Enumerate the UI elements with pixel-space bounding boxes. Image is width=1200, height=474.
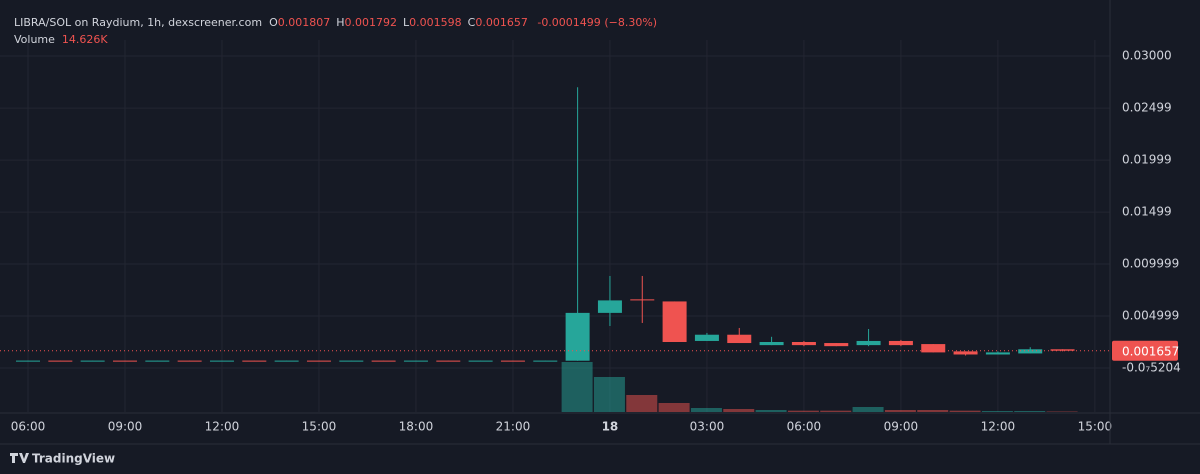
last-price-box	[1112, 340, 1178, 361]
x-tick-label: 18	[602, 420, 619, 434]
volume-bar	[1014, 411, 1046, 412]
x-tick-label: 03:00	[690, 420, 725, 434]
x-tick-label: 06:00	[11, 420, 46, 434]
ohlc-legend: O0.001807 H0.001792 L0.001598 C0.001657	[269, 16, 534, 29]
x-tick-label: 15:00	[1078, 420, 1113, 434]
y-tick-label: 0.02499	[1122, 101, 1172, 115]
candle-body	[824, 343, 849, 347]
volume-bar	[820, 410, 852, 412]
candle-body	[80, 360, 105, 362]
candle-body	[565, 312, 590, 361]
volume-bar	[852, 407, 884, 412]
candle-body	[533, 360, 558, 362]
volume-bar	[690, 408, 722, 412]
candle-body	[985, 352, 1010, 355]
candle-body	[306, 360, 331, 362]
volume-bar	[884, 410, 916, 412]
volume-bar	[949, 410, 981, 412]
volume-bar	[626, 395, 658, 412]
branding: TradingView	[32, 452, 115, 466]
candle-body	[888, 340, 913, 346]
candle-body	[694, 334, 719, 341]
volume-bar	[787, 410, 819, 412]
candle-body	[274, 360, 299, 362]
x-tick-label: 18:00	[399, 420, 434, 434]
candle-body	[371, 360, 396, 362]
candle-body	[953, 351, 978, 355]
y-tick-label: 0.03000	[1122, 49, 1172, 63]
candle-body	[921, 344, 946, 353]
y-tick-label: 0.009999	[1122, 257, 1179, 271]
ohlc-key: C	[467, 16, 476, 29]
candle-body	[242, 360, 267, 362]
volume-bar	[917, 410, 949, 412]
change: -0.0001499	[537, 16, 601, 29]
candle-body	[177, 360, 202, 362]
header: LIBRA/SOL on Raydium, 1h, dexscreener.co…	[14, 14, 657, 48]
candle-body	[209, 360, 234, 362]
candle-body	[791, 342, 816, 346]
x-tick-label: 15:00	[302, 420, 337, 434]
x-tick-label: 09:00	[108, 420, 143, 434]
volume-bar	[561, 362, 593, 412]
candle-body	[468, 360, 493, 362]
x-tick-label: 09:00	[884, 420, 919, 434]
ohlc-key: H	[336, 16, 345, 29]
ohlc-key: L	[403, 16, 410, 29]
candle-body	[436, 360, 461, 362]
volume-bar	[723, 409, 755, 412]
x-tick-label: 06:00	[787, 420, 822, 434]
candle-body	[145, 360, 170, 362]
tv-icon	[10, 453, 29, 463]
volume-bar	[755, 410, 787, 412]
candle-body	[630, 299, 655, 301]
candle-body	[48, 360, 73, 362]
x-tick-label: 12:00	[205, 420, 240, 434]
ohlc-value: 0.001657	[475, 16, 528, 29]
candle-body	[1018, 349, 1043, 354]
candle-body	[1050, 349, 1075, 351]
ohlc-value: 0.001598	[409, 16, 462, 29]
candle-body	[856, 340, 881, 346]
y-tick-label: 0.01499	[1122, 205, 1172, 219]
candle-body	[403, 360, 428, 362]
candle-body	[759, 342, 784, 346]
candle-body	[597, 300, 622, 313]
candle-body	[500, 360, 525, 362]
y-tick-label: 0.004999	[1122, 309, 1179, 323]
candle-body	[339, 360, 364, 362]
ohlc-key: O	[269, 16, 278, 29]
x-tick-label: 12:00	[981, 420, 1016, 434]
change-percent: (−8.30%)	[604, 16, 658, 29]
ohlc-value: 0.001792	[344, 16, 398, 29]
volume-bar	[981, 411, 1013, 412]
volume-label: Volume	[14, 33, 55, 46]
volume-bar	[658, 403, 690, 412]
chart-title: LIBRA/SOL on Raydium, 1h, dexscreener.co…	[14, 16, 263, 29]
volume-bar	[593, 377, 625, 412]
candle-body	[16, 360, 40, 362]
y-tick-label: -0.0₇5204	[1122, 361, 1181, 375]
title-row: LIBRA/SOL on Raydium, 1h, dexscreener.co…	[14, 14, 657, 31]
x-tick-label: 21:00	[496, 420, 531, 434]
volume-row: Volume 14.626K	[14, 31, 657, 48]
volume-value: 14.626K	[61, 33, 108, 46]
ohlc-value: 0.001807	[277, 16, 331, 29]
last-price-label: 0.001657	[1122, 344, 1179, 358]
y-tick-label: 0.01999	[1122, 153, 1172, 167]
candle-body	[112, 360, 137, 362]
candle-body	[727, 334, 752, 344]
candle-body	[662, 301, 687, 342]
